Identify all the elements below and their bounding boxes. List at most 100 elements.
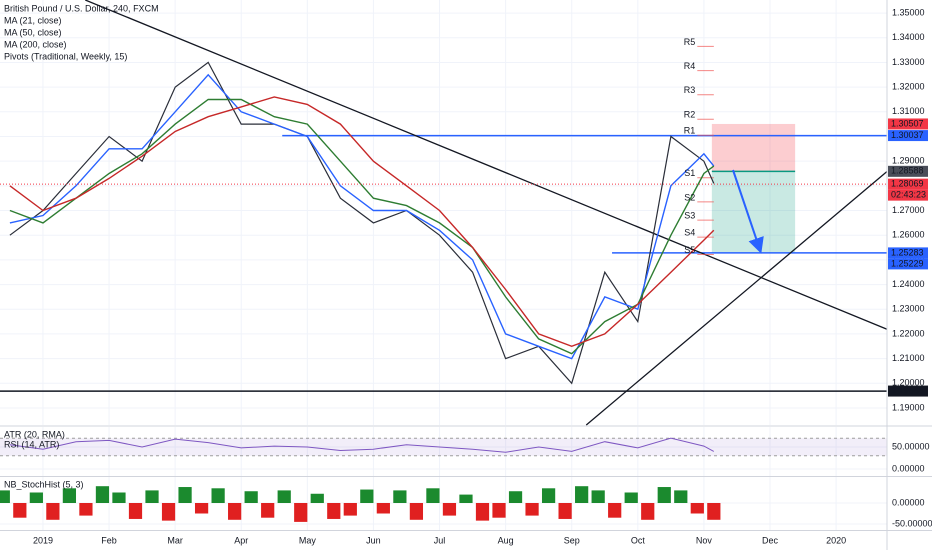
price-label-bg [888,130,928,142]
indicator-label: RSI (14, ATR) [4,439,59,449]
price-label: 1.28069 [891,179,924,189]
histogram-bar [525,502,539,516]
histogram-bar [112,492,126,503]
pivot-label: R3 [684,85,696,95]
y-tick-label: 1.23000 [892,304,925,314]
y-tick-label: 1.24000 [892,279,925,289]
x-tick-label: May [299,535,317,545]
moving-average [9,73,715,360]
x-tick-label: Mar [167,535,183,545]
pivot-label: S1 [684,168,695,178]
histogram-bar [178,487,192,503]
histogram-bar [95,486,110,503]
histogram-bar [674,490,688,503]
y-tick-label: -50.00000 [892,518,932,528]
histogram-bar [591,490,605,503]
price-label: 1.25283 [891,247,924,257]
histogram-bar [575,486,589,503]
histogram-bar [244,491,258,503]
histogram-bar [393,490,407,503]
indicator-label: NB_StochHist (5, 3) [4,479,84,489]
y-tick-label: 1.29000 [892,156,925,166]
x-tick-label: Feb [101,535,117,545]
y-tick-label: 50.00000 [892,441,930,451]
y-tick-label: 1.35000 [892,7,925,17]
histogram-bar [541,488,556,503]
x-tick-label: 2020 [826,535,846,545]
histogram-bar [343,502,357,516]
pivot-label: R1 [684,126,696,136]
moving-average [9,96,715,348]
price-label-bg [888,247,928,259]
price-label: 1.19685 [891,385,924,395]
x-tick-label: 2019 [33,535,53,545]
arrow [732,169,764,254]
y-tick-label: 1.32000 [892,81,925,91]
x-tick-label: Dec [762,535,779,545]
histogram-bar [360,489,374,503]
y-tick-label: 1.19000 [892,402,925,412]
pivot-label: S5 [684,245,695,255]
histogram-bar [608,502,622,518]
pivot-label: R2 [684,110,696,120]
moving-average [9,98,715,355]
price-label: 1.30507 [891,118,924,128]
y-tick-label: 1.31000 [892,106,925,116]
y-tick-label: 1.22000 [892,328,925,338]
histogram-bar [0,490,10,503]
histogram-bar [426,488,440,503]
price-label: 1.30037 [891,130,924,140]
pivot-label: S3 [684,211,695,221]
histogram-bar [145,490,159,503]
stop-zone [711,123,796,172]
target-zone [711,171,796,253]
pivot-label: S2 [684,192,695,202]
y-tick-label: 0.00000 [892,497,925,507]
price-label-bg [888,178,928,190]
histogram-bar [690,502,704,514]
histogram-bar [277,490,291,503]
histogram-bar [261,502,275,518]
histogram-bar [128,502,143,519]
y-tick-label: 0.00000 [892,463,925,473]
x-tick-label: Nov [696,535,713,545]
legend-entry: Pivots (Traditional, Weekly, 15) [4,51,127,61]
price-label: 1.28588 [891,166,924,176]
histogram-bar [492,502,506,518]
histogram-bar [558,502,572,519]
y-tick-label: 1.26000 [892,230,925,240]
histogram-bar [13,502,27,518]
countdown: 02:43:23 [891,190,926,200]
y-tick-label: 1.20000 [892,378,925,388]
legend-entry: MA (21, close) [4,15,62,25]
histogram-bar [641,502,655,520]
x-tick-label: Jun [366,535,381,545]
price-label: 1.25229 [891,258,924,268]
chart-title: British Pound / U.S. Dollar, 240, FXCM [4,3,159,13]
price-label-bg [888,258,928,270]
histogram-bar [442,502,457,516]
histogram-bar [459,494,473,503]
y-tick-label: 1.21000 [892,353,925,363]
rsi-line [9,437,715,453]
y-tick-label: 1.33000 [892,57,925,67]
histogram-bar [707,502,721,520]
pivot-label: R5 [684,37,696,47]
y-tick-label: 1.27000 [892,205,925,215]
histogram-bar [79,502,93,516]
trend-line [85,0,888,330]
pivot-label: S4 [684,228,695,238]
histogram-bar [508,491,523,503]
legend-entry: MA (50, close) [4,27,62,37]
price-label-bg [888,165,928,177]
histogram-bar [29,492,43,503]
price-line [9,61,715,385]
histogram-bar [657,487,671,503]
histogram-bar [211,488,225,503]
y-tick-label: 1.34000 [892,32,925,42]
trend-line [585,171,888,426]
price-label-bg [888,385,928,397]
